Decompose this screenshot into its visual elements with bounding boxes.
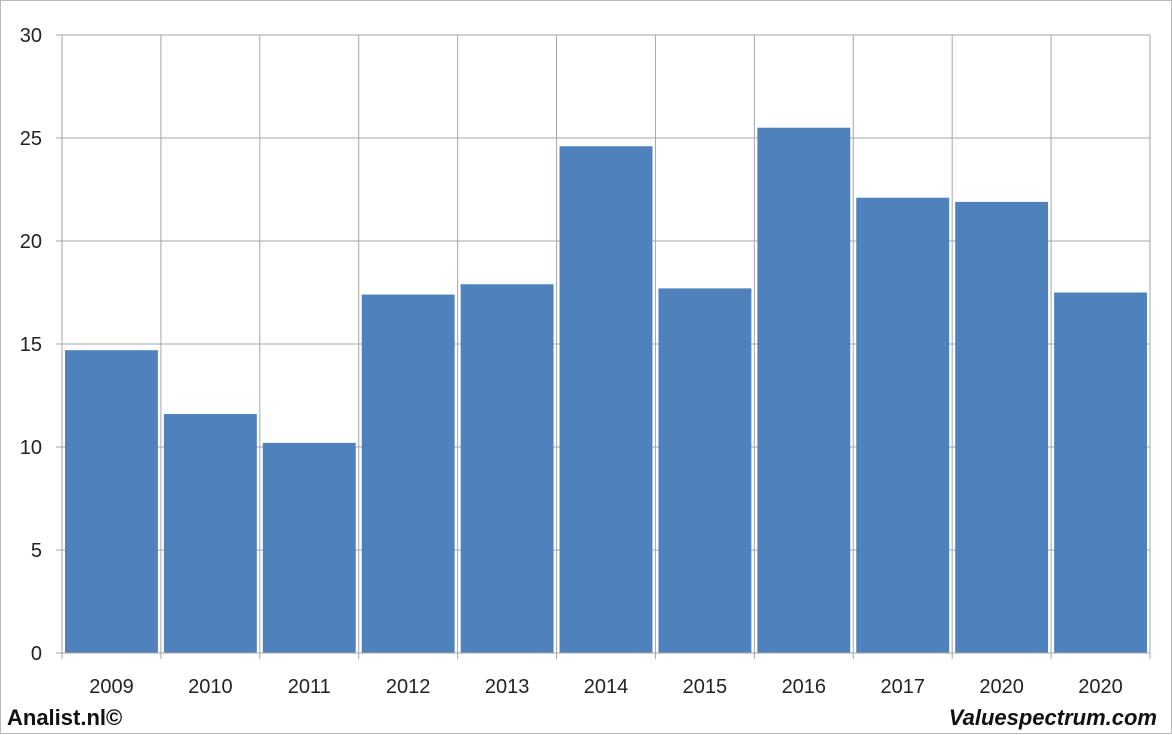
y-tick-label: 5: [31, 540, 42, 562]
x-tick-label: 2015: [683, 676, 728, 698]
bar-2016: [757, 127, 851, 653]
bar-2015: [658, 288, 752, 653]
bar-2011: [262, 442, 356, 653]
y-tick-label: 30: [20, 25, 42, 47]
x-tick-label: 2012: [386, 676, 431, 698]
y-tick-label: 15: [20, 334, 42, 356]
x-tick-label: 2014: [584, 676, 629, 698]
x-tick-label: 2016: [782, 676, 827, 698]
bar-2013: [460, 284, 554, 653]
bar-2012: [361, 294, 455, 653]
y-tick-label: 25: [20, 128, 42, 150]
footer-brand-right: Valuespectrum.com: [948, 705, 1157, 730]
bar-2020: [1054, 292, 1147, 653]
x-tick-label: 2009: [89, 676, 134, 698]
tick-labels: 0 5 10 15 20 25 30 2009 2010 2011 2012 2013 2014 2015…: [20, 25, 1123, 698]
bar-2020: [955, 201, 1049, 654]
y-tick-label: 10: [20, 437, 42, 459]
bars: [65, 127, 1147, 654]
axes: [56, 34, 1150, 654]
footer-brand-left: Analist.nl©: [7, 705, 123, 730]
y-tick-label: 20: [20, 231, 42, 253]
x-tick-label: 2013: [485, 676, 530, 698]
bar-2010: [163, 414, 257, 653]
x-tick-label: 2010: [188, 676, 233, 698]
bar-2014: [559, 146, 653, 654]
bar-2009: [65, 350, 158, 653]
bar-2017: [856, 197, 950, 654]
x-tick-label: 2020: [1078, 676, 1123, 698]
x-tick-label: 2011: [288, 676, 331, 698]
x-tick-label: 2020: [979, 676, 1024, 698]
x-tick-label: 2017: [880, 676, 925, 698]
y-tick-label: 0: [31, 643, 42, 665]
